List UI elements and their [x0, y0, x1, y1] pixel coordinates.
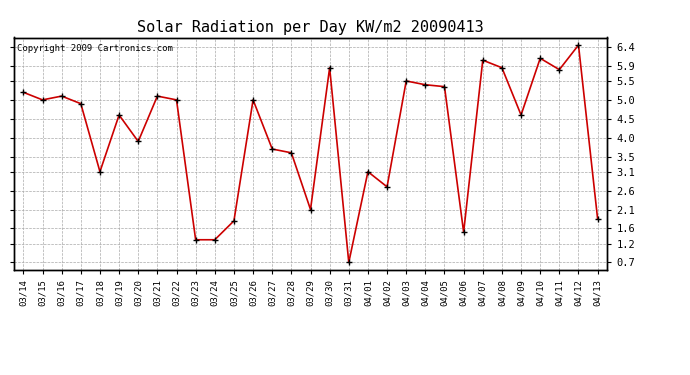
Title: Solar Radiation per Day KW/m2 20090413: Solar Radiation per Day KW/m2 20090413	[137, 20, 484, 35]
Text: Copyright 2009 Cartronics.com: Copyright 2009 Cartronics.com	[17, 45, 172, 54]
